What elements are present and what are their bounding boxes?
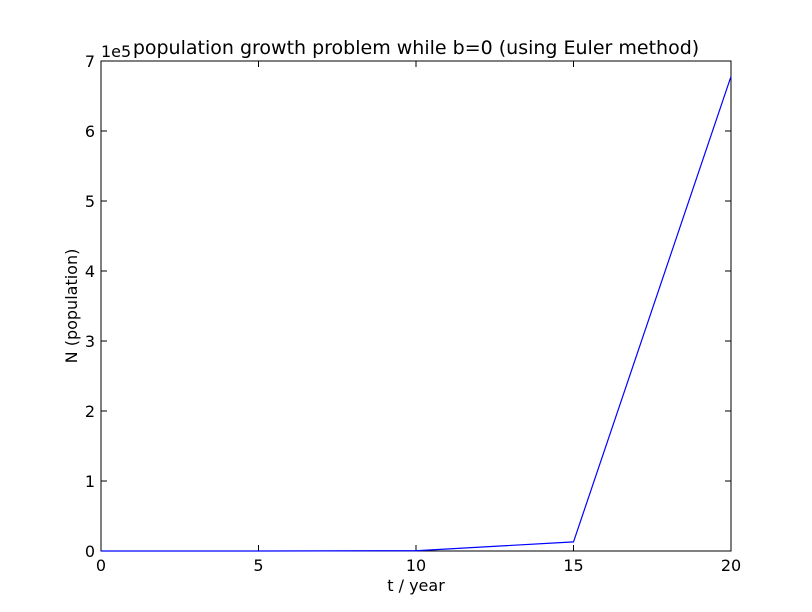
x-tick-label: 10 bbox=[406, 556, 426, 575]
plot-frame bbox=[100, 60, 732, 552]
y-tick-label: 2 bbox=[85, 402, 95, 421]
y-axis-label: N (population) bbox=[62, 249, 81, 364]
x-tick-label: 20 bbox=[721, 556, 741, 575]
y-tick-label: 0 bbox=[85, 542, 95, 561]
x-axis-ticks: 0 5 10 15 20 bbox=[96, 61, 741, 575]
y-tick-label: 1 bbox=[85, 472, 95, 491]
chart-title: population growth problem while b=0 (usi… bbox=[133, 37, 699, 59]
x-tick-label: 0 bbox=[96, 556, 106, 575]
y-tick-label: 6 bbox=[85, 122, 95, 141]
series-line bbox=[100, 76, 732, 552]
y-offset-label: 1e5 bbox=[101, 42, 131, 61]
y-tick-label: 3 bbox=[85, 332, 95, 351]
y-axis-ticks: 0 1 2 3 4 5 6 7 bbox=[85, 52, 731, 561]
series-layer bbox=[100, 76, 732, 552]
x-axis-label: t / year bbox=[387, 576, 445, 595]
y-tick-label: 7 bbox=[85, 52, 95, 71]
plot-area bbox=[100, 60, 732, 552]
x-tick-label: 5 bbox=[253, 556, 263, 575]
y-tick-label: 5 bbox=[85, 192, 95, 211]
x-tick-label: 15 bbox=[563, 556, 583, 575]
y-tick-label: 4 bbox=[85, 262, 95, 281]
